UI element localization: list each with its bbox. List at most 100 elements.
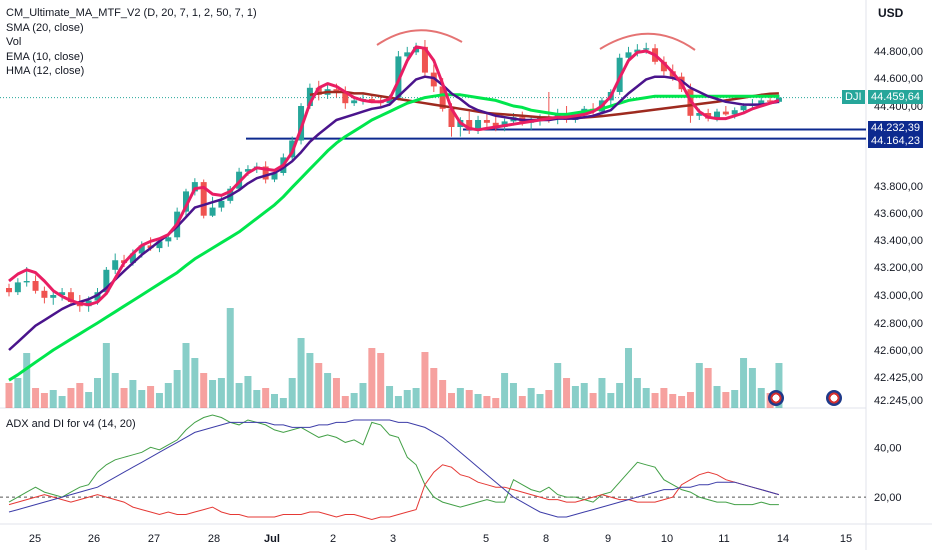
- time-tick-label: 5: [483, 533, 489, 545]
- candle-body: [342, 92, 349, 104]
- volume-bar: [474, 394, 482, 408]
- candle-body: [6, 288, 12, 293]
- volume-bar: [244, 376, 252, 408]
- candle-body: [696, 113, 703, 116]
- volume-bar: [209, 380, 217, 408]
- volume-bar: [580, 383, 588, 408]
- candle-body: [191, 182, 198, 192]
- price-tick-label: 42.245,00: [874, 395, 923, 407]
- candle-body: [67, 292, 74, 302]
- candle-body: [209, 207, 216, 216]
- candle-body: [492, 122, 499, 127]
- volume-bar: [412, 388, 420, 408]
- volume-bar: [563, 378, 571, 408]
- price-tick-label: 44.600,00: [874, 73, 923, 85]
- adx-pane: [0, 414, 866, 521]
- currency-label: USD: [878, 6, 904, 20]
- volume-bar: [279, 398, 287, 408]
- volume-bar: [332, 378, 340, 408]
- volume-bar: [483, 396, 491, 408]
- volume-bar: [368, 348, 376, 408]
- candle-body: [298, 106, 305, 141]
- volume-bar: [775, 363, 783, 408]
- candle-body: [218, 200, 225, 208]
- candle-body: [395, 56, 402, 98]
- volume-bar: [633, 378, 641, 408]
- volume-bar: [324, 373, 332, 408]
- time-tick-label: 15: [840, 533, 852, 545]
- volume-bar: [297, 338, 305, 408]
- volume-bar: [226, 308, 234, 408]
- candle-body: [448, 108, 455, 127]
- legend-ema[interactable]: EMA (10, close): [6, 50, 84, 63]
- us-flag-icon[interactable]: [768, 390, 784, 406]
- volume-bar: [448, 393, 455, 408]
- volume-bar: [111, 373, 119, 408]
- volume-bar: [49, 390, 57, 408]
- moving-averages: [8, 45, 780, 382]
- volume-bar: [545, 390, 553, 408]
- candle-body: [50, 295, 57, 298]
- candle-body: [483, 120, 490, 123]
- hline-tag-lower: 44.164,23: [868, 134, 923, 148]
- volume-bar: [421, 352, 429, 408]
- candle-body: [466, 120, 473, 130]
- legend-vol[interactable]: Vol: [6, 36, 22, 48]
- price-tick-label: 44.800,00: [874, 46, 923, 58]
- volume-bar: [748, 368, 756, 408]
- adx-tick-label: 20,00: [874, 492, 902, 504]
- volume-bar: [607, 393, 615, 408]
- volume-bar: [129, 380, 137, 408]
- adx-indicator-title[interactable]: ADX and DI for v4 (14, 20): [6, 418, 136, 430]
- candle-body: [138, 245, 145, 254]
- candle-body: [767, 100, 774, 102]
- time-tick-label: 10: [661, 533, 673, 545]
- time-tick-label: 3: [390, 533, 396, 545]
- candle-body: [404, 52, 411, 57]
- di-plus-line: [8, 414, 779, 508]
- di-minus-line: [8, 464, 780, 521]
- volume-bar: [678, 396, 686, 408]
- volume-bar: [394, 396, 402, 408]
- volume-bar: [262, 388, 270, 408]
- candle-body: [368, 99, 375, 101]
- candle-body: [475, 120, 482, 130]
- last-price-tag: 44.459,64: [868, 90, 923, 104]
- volume-bar: [306, 353, 314, 408]
- candle-body: [14, 282, 21, 293]
- peak-arc: [599, 32, 696, 51]
- time-tick-label: 28: [208, 533, 220, 545]
- volume-bar: [5, 383, 13, 408]
- volume-bar: [625, 348, 632, 408]
- volume-bar: [589, 393, 597, 408]
- volume-bar: [191, 358, 199, 408]
- time-tick-label: 8: [543, 533, 549, 545]
- us-flag-icon[interactable]: [826, 390, 842, 406]
- volume-bar: [271, 394, 278, 408]
- volume-bar: [315, 363, 323, 408]
- legend-main[interactable]: CM_Ultimate_MA_MTF_V2 (D, 20, 7, 1, 2, 5…: [6, 7, 257, 19]
- volume-bar: [501, 373, 509, 408]
- time-tick-label: 14: [777, 533, 789, 545]
- hline-tag-upper: 44.232,39: [868, 121, 923, 135]
- price-tick-label: 42.800,00: [874, 318, 923, 330]
- candle-body: [333, 89, 340, 92]
- volume-bar: [740, 358, 748, 408]
- volume-bar: [571, 386, 579, 408]
- candle-body: [112, 260, 119, 270]
- legend-hma[interactable]: HMA (12, close): [6, 65, 85, 77]
- legend: CM_Ultimate_MA_MTF_V2 (D, 20, 7, 1, 2, 5…: [6, 6, 257, 79]
- volume-bar: [757, 388, 765, 408]
- volume-bar: [341, 396, 349, 408]
- candle-body: [714, 111, 720, 119]
- candle-body: [94, 292, 101, 301]
- legend-sma[interactable]: SMA (20, close): [6, 21, 84, 34]
- candle-body: [23, 281, 30, 283]
- volume-bar: [67, 388, 75, 408]
- volume-bar: [40, 393, 48, 408]
- candle-body: [165, 237, 172, 242]
- candle-body: [421, 46, 428, 73]
- candle-body: [59, 292, 66, 295]
- volume-bar: [377, 353, 385, 408]
